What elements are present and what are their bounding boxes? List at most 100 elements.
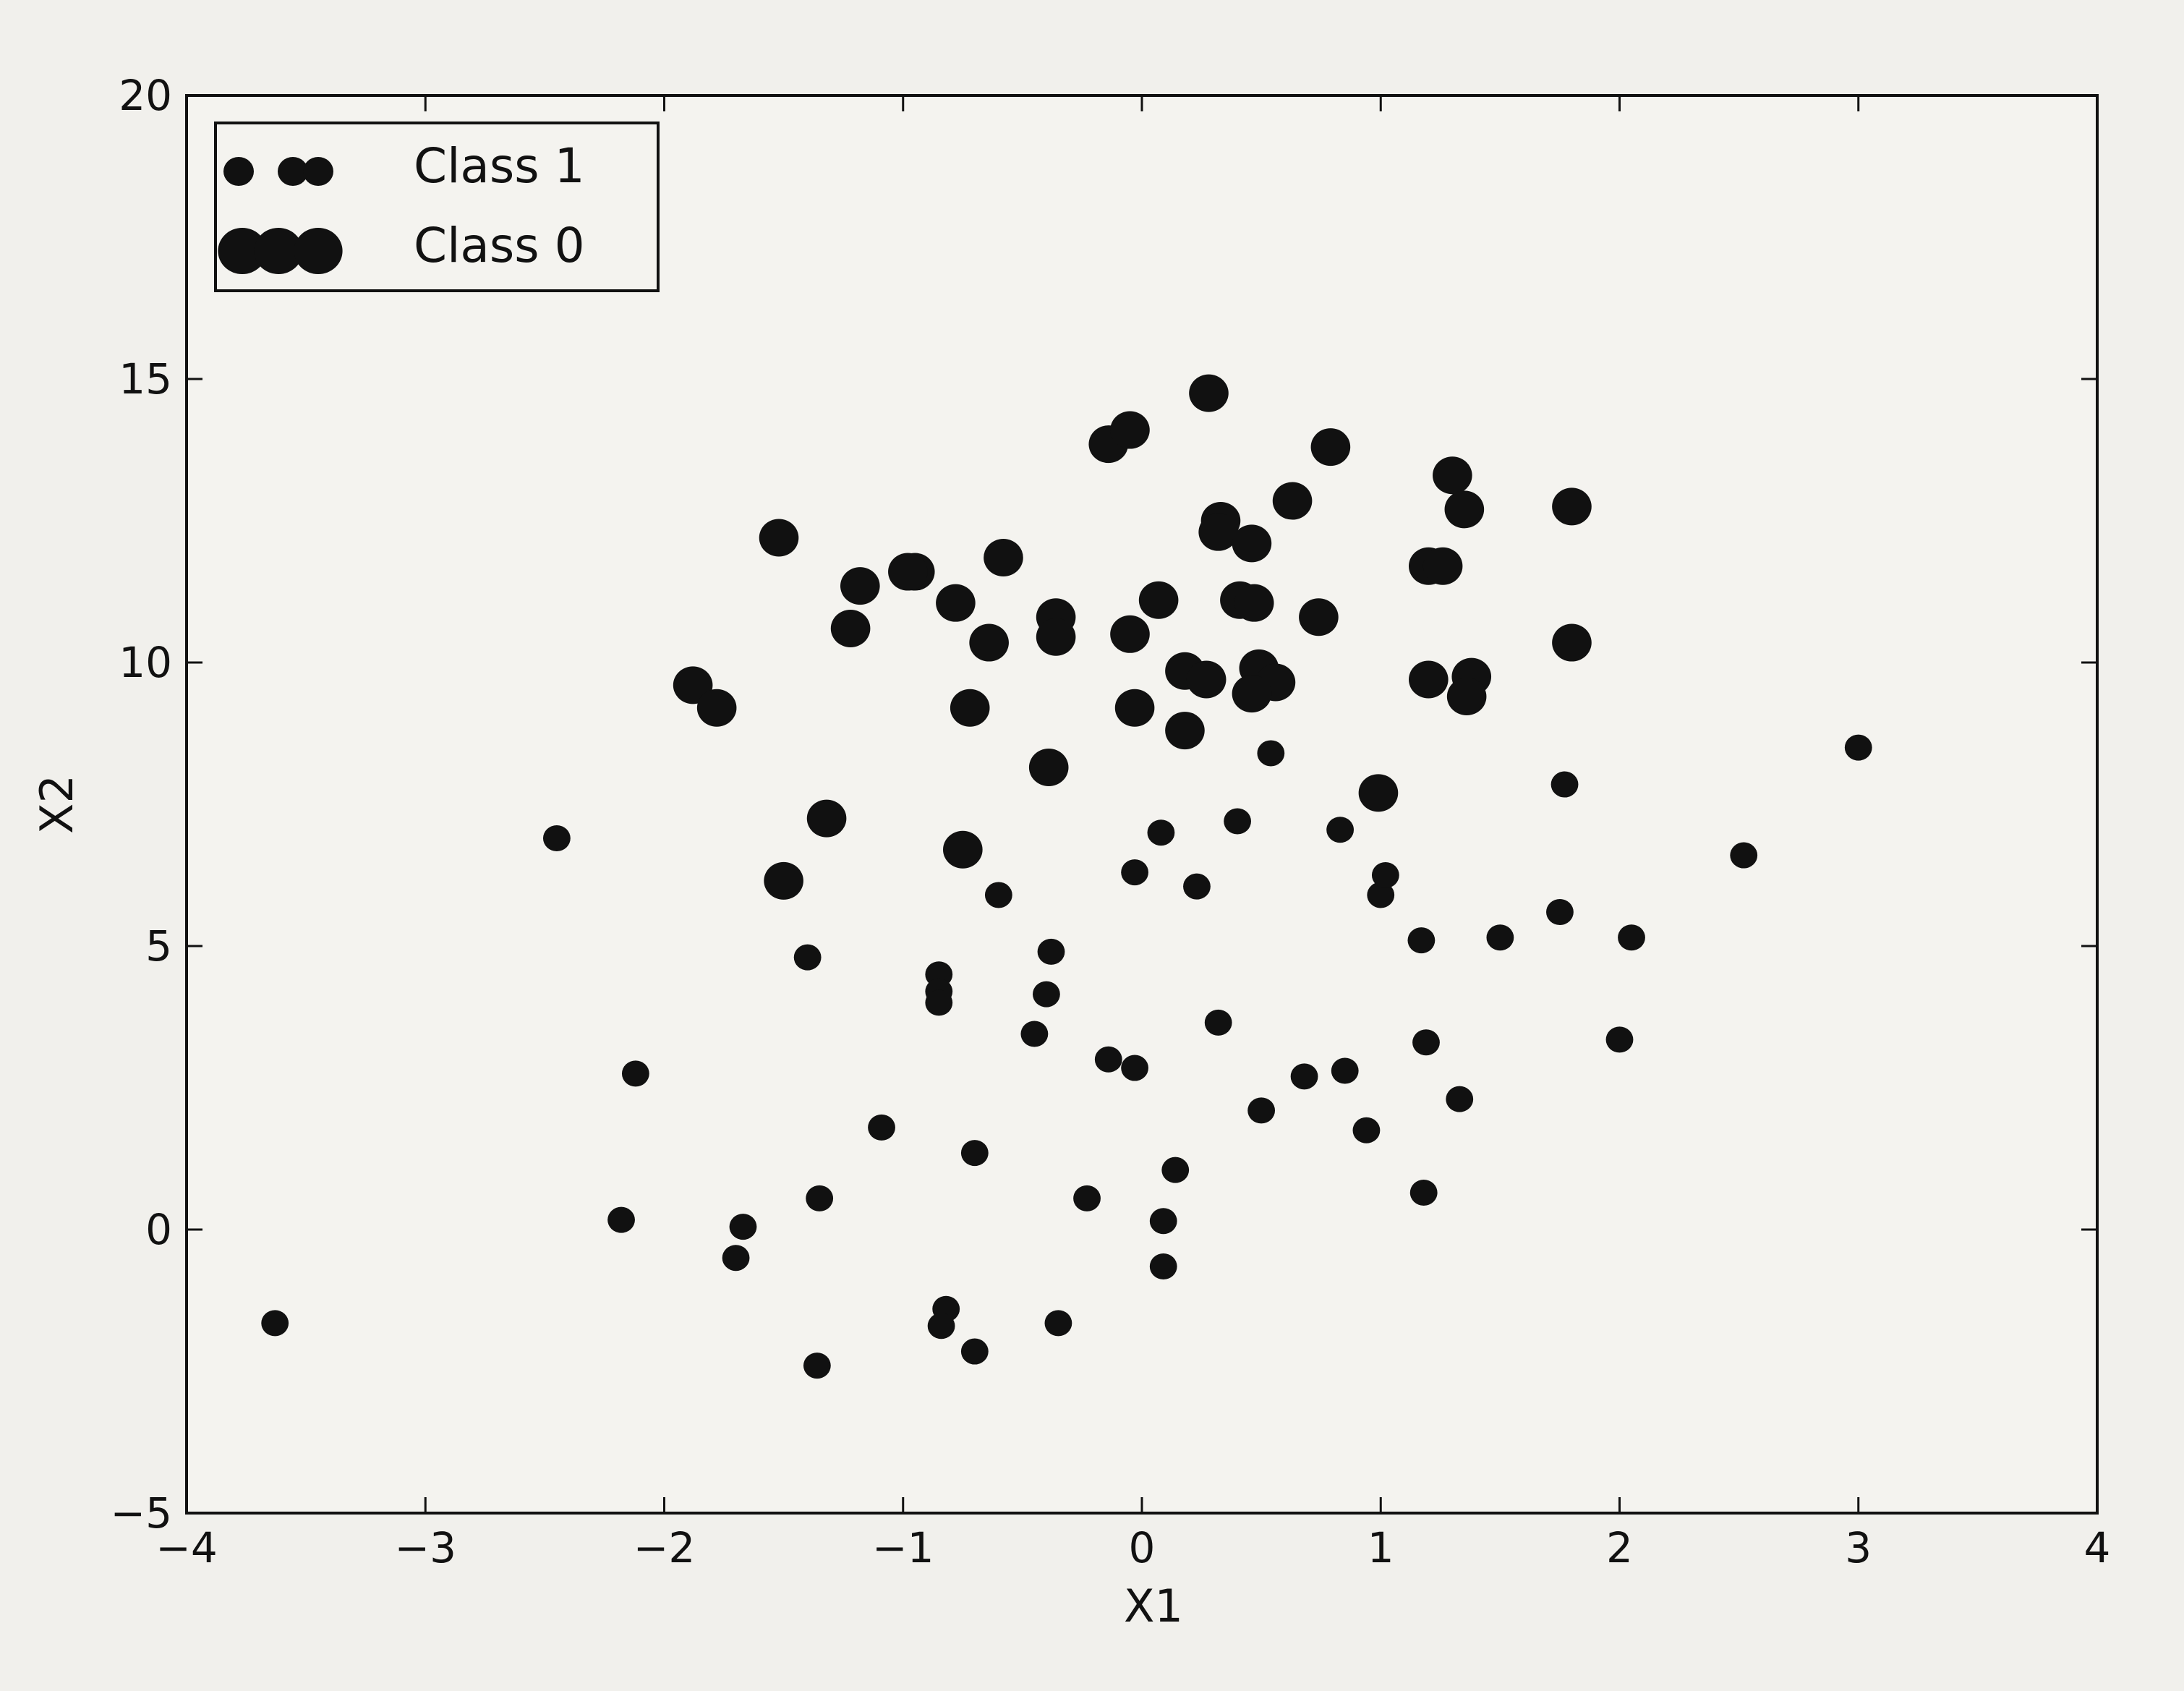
class-0-point — [1310, 428, 1351, 467]
legend-marker-class-1 — [278, 157, 308, 186]
class-1-point — [1149, 1208, 1177, 1235]
class-1-point — [984, 882, 1012, 908]
class-0-point — [969, 623, 1009, 662]
class-1-point — [927, 1313, 955, 1339]
class-1-point — [1407, 927, 1436, 954]
class-1-point — [1020, 1021, 1049, 1047]
class-1-point — [1371, 862, 1399, 888]
class-1-point — [1033, 981, 1060, 1008]
class-0-point — [1552, 623, 1592, 662]
class-1-point — [1121, 1055, 1148, 1081]
class-0-point — [1186, 660, 1227, 699]
x-tick-label: −2 — [634, 1523, 696, 1572]
class-0-point — [1110, 615, 1150, 653]
y-tick-label: 10 — [119, 638, 172, 687]
class-0-point — [1232, 675, 1272, 713]
plot-area — [187, 95, 2097, 1513]
plot-frame — [185, 94, 2099, 1515]
x-axis-label: X1 — [1124, 1580, 1183, 1632]
class-1-point — [1409, 1180, 1438, 1206]
class-1-point — [1247, 1097, 1276, 1124]
class-1-point — [1037, 938, 1065, 965]
x-tick-label: 0 — [1129, 1523, 1156, 1572]
class-0-point — [1272, 482, 1313, 520]
y-tick-label: 5 — [145, 921, 172, 971]
class-0-point — [1138, 581, 1179, 619]
legend-marker-class-0 — [294, 228, 343, 274]
class-0-point — [1234, 584, 1274, 622]
class-0-point — [950, 689, 990, 727]
class-0-point — [984, 538, 1023, 576]
class-0-point — [696, 689, 737, 727]
class-1-point — [1183, 873, 1211, 900]
class-1-point — [607, 1206, 635, 1233]
class-1-point — [1257, 740, 1285, 767]
class-0-point — [1198, 513, 1238, 551]
x-tick-label: 2 — [1606, 1523, 1633, 1572]
class-0-point — [806, 799, 847, 838]
class-1-point — [793, 944, 822, 971]
class-0-point — [764, 861, 803, 900]
class-1-point — [1730, 842, 1758, 869]
x-tick-label: −3 — [395, 1523, 457, 1572]
class-0-point — [840, 567, 880, 605]
class-1-point — [1605, 1026, 1634, 1053]
legend-marker-class-1 — [303, 157, 333, 186]
class-1-point — [1326, 817, 1355, 843]
class-1-point — [1331, 1057, 1359, 1084]
class-1-point — [1044, 1310, 1072, 1337]
x-tick-label: −1 — [872, 1523, 934, 1572]
legend: Class 1 Class 0 — [214, 122, 660, 292]
class-1-point — [621, 1060, 649, 1087]
class-1-point — [1290, 1063, 1318, 1090]
class-0-point — [1446, 678, 1487, 716]
class-1-point — [868, 1114, 895, 1141]
x-tick-label: 1 — [1368, 1523, 1394, 1572]
class-1-point — [542, 825, 571, 852]
class-0-point — [943, 830, 983, 869]
y-tick-label: 0 — [145, 1205, 172, 1254]
class-1-point — [1618, 924, 1645, 951]
x-axis-ticks: −4 −3 −2 −1 0 1 2 3 4 — [155, 95, 2110, 1572]
class-0-point — [1422, 547, 1463, 585]
class-0-point — [1433, 456, 1472, 495]
x-tick-label: 4 — [2084, 1523, 2111, 1572]
class-1-point — [925, 989, 953, 1016]
class-0-point — [1189, 374, 1229, 412]
legend-marker-class-0 — [218, 228, 267, 274]
class-0-point — [1299, 598, 1339, 636]
legend-label-class-0: Class 0 — [414, 218, 585, 273]
class-0-point — [1114, 689, 1155, 727]
class-1-point — [1486, 924, 1514, 951]
y-axis-label: X2 — [30, 775, 83, 834]
class-1-point — [803, 1353, 831, 1379]
class-0-point — [1165, 712, 1205, 750]
class-1-point — [1073, 1185, 1101, 1211]
class-0-point — [759, 519, 799, 557]
class-0-point — [888, 553, 928, 591]
class-0-point — [1036, 618, 1076, 656]
class-1-point — [1224, 808, 1251, 835]
legend-label-class-1: Class 1 — [414, 138, 585, 194]
class-1-point — [1844, 734, 1872, 761]
class-1-point — [1161, 1157, 1190, 1183]
class-1-point — [1149, 1253, 1177, 1279]
class-1-point — [960, 1338, 989, 1365]
data-points — [261, 374, 1872, 1379]
class-1-point — [1121, 859, 1148, 886]
class-0-point — [830, 609, 871, 647]
class-0-point — [1110, 411, 1150, 449]
y-tick-label: 20 — [119, 71, 172, 120]
class-1-point — [261, 1310, 289, 1337]
class-0-point — [1028, 749, 1069, 787]
y-tick-label: −5 — [111, 1488, 173, 1538]
class-1-point — [729, 1214, 757, 1240]
class-1-point — [1412, 1029, 1440, 1056]
class-1-point — [806, 1185, 834, 1211]
class-1-point — [1546, 898, 1574, 925]
class-0-point — [936, 584, 976, 622]
class-0-point — [1444, 490, 1485, 529]
y-tick-label: 15 — [119, 354, 172, 404]
x-tick-label: −4 — [155, 1523, 218, 1572]
